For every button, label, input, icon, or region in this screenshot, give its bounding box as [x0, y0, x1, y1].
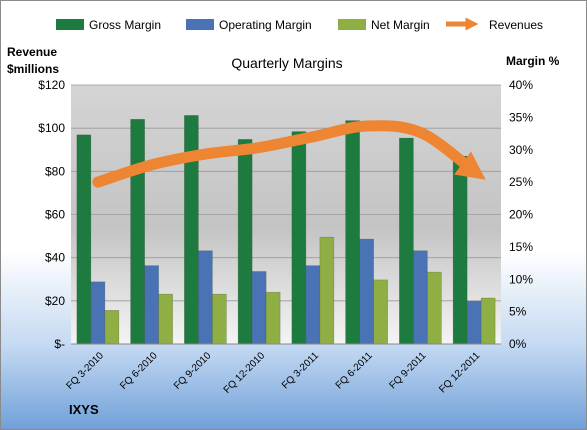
bar-net-margin: [319, 236, 335, 345]
bar-gross-margin: [76, 134, 92, 345]
right-tick-label: 25%: [509, 175, 533, 189]
x-tick-label: FQ 9-2011: [387, 350, 428, 391]
revenue-trend-line: [92, 120, 486, 188]
right-tick-label: 40%: [509, 78, 533, 92]
bar-net-margin: [373, 279, 388, 345]
bar-gross-margin: [291, 131, 307, 345]
bar-net-margin: [104, 310, 120, 345]
left-tick-label: $40: [45, 251, 65, 265]
bar-net-margin: [480, 297, 496, 345]
left-tick-label: $100: [38, 121, 65, 135]
right-tick-label: 5%: [509, 305, 527, 319]
legend-swatch-gross-margin: [56, 19, 84, 30]
left-tick-label: $-: [54, 337, 65, 351]
x-tick-label: FQ 6-2010: [118, 350, 160, 392]
right-axis-ticks: 0% 5% 10% 15% 20% 25% 30% 35% 40%: [509, 78, 533, 351]
bar-operating-margin: [90, 281, 106, 345]
left-tick-label: $80: [45, 164, 65, 178]
x-tick-label: FQ 9-2010: [172, 350, 214, 392]
legend-item-operating-margin: Operating Margin: [186, 18, 312, 32]
legend-label-net-margin: Net Margin: [371, 18, 430, 32]
x-tick-label: FQ 6-2011: [334, 350, 375, 391]
chart-title: Quarterly Margins: [231, 55, 342, 71]
x-tick-label: FQ 3-2011: [280, 350, 321, 391]
bar-operating-margin: [413, 250, 428, 345]
right-axis-title: Margin %: [506, 54, 560, 68]
right-tick-label: 0%: [509, 337, 527, 351]
legend-item-gross-margin: Gross Margin: [56, 18, 161, 32]
bar-net-margin: [158, 293, 173, 345]
bar-operating-margin: [144, 265, 159, 345]
bar-net-margin: [427, 271, 442, 345]
bar-series: [76, 115, 496, 345]
legend-label-operating-margin: Operating Margin: [219, 18, 312, 32]
bar-operating-margin: [251, 271, 267, 345]
x-tick-label: FQ 12-2011: [437, 350, 482, 395]
bar-net-margin: [265, 291, 281, 345]
bar-gross-margin: [452, 155, 468, 345]
left-tick-label: $20: [45, 294, 65, 308]
legend-swatch-operating-margin: [186, 19, 214, 30]
bar-net-margin: [212, 293, 227, 345]
right-tick-label: 10%: [509, 272, 533, 286]
x-tick-label: FQ 3-2010: [64, 350, 106, 392]
legend-label-revenues: Revenues: [489, 18, 543, 32]
bar-operating-margin: [305, 265, 321, 345]
bar-gross-margin: [399, 137, 414, 345]
bar-operating-margin: [466, 300, 482, 345]
legend-item-revenues: Revenues: [446, 17, 543, 32]
left-axis-title-line2: $millions: [7, 62, 59, 76]
legend-label-gross-margin: Gross Margin: [89, 18, 161, 32]
company-label: IXYS: [69, 402, 99, 417]
legend-swatch-net-margin: [338, 19, 366, 30]
bar-gross-margin: [237, 139, 253, 345]
bar-gross-margin: [345, 120, 360, 345]
left-axis-ticks: $- $20 $40 $60 $80 $100 $120: [38, 78, 65, 351]
bar-operating-margin: [198, 250, 213, 345]
right-tick-label: 35%: [509, 110, 533, 124]
right-tick-label: 30%: [509, 143, 533, 157]
x-axis-ticks: FQ 3-2010 FQ 6-2010 FQ 9-2010 FQ 12-2010 FQ …: [64, 350, 482, 396]
left-axis-title-line1: Revenue: [7, 45, 57, 59]
left-tick-label: $120: [38, 78, 65, 92]
left-tick-label: $60: [45, 208, 65, 222]
bar-operating-margin: [359, 238, 374, 345]
legend: Gross Margin Operating Margin Net Margin…: [56, 17, 543, 32]
bar-gross-margin: [184, 115, 199, 345]
x-tick-label: FQ 12-2010: [222, 350, 268, 396]
right-tick-label: 20%: [509, 208, 533, 222]
legend-item-net-margin: Net Margin: [338, 18, 430, 32]
right-tick-label: 15%: [509, 240, 533, 254]
bar-gross-margin: [130, 119, 145, 345]
